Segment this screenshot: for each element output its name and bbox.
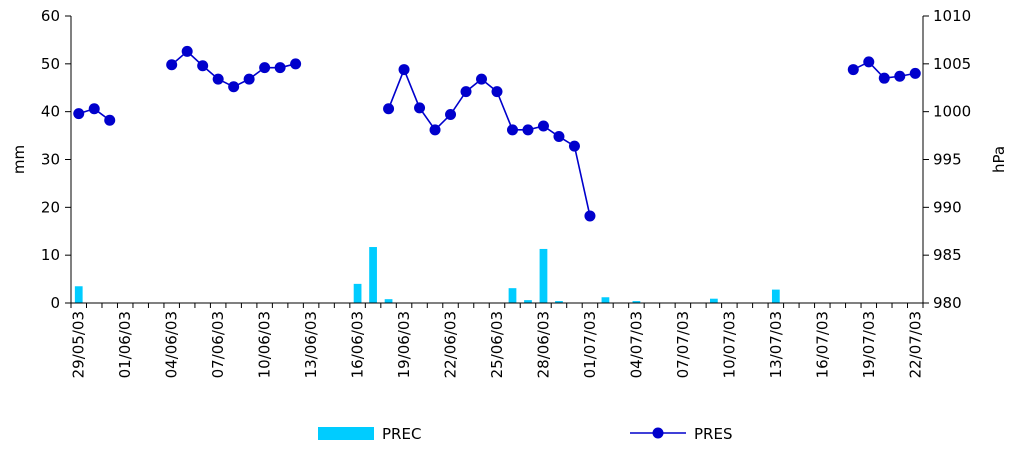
pres-point [909,67,921,79]
prec-bar [539,248,548,303]
pres-point [243,73,255,85]
x-tick-label: 29/05/03 [70,311,88,378]
pres-point [88,103,100,115]
pres-point [166,59,178,71]
left-tick-label: 50 [41,55,60,73]
pres-point [383,103,395,115]
right-tick-label: 1000 [933,103,971,121]
x-tick-label: 19/07/03 [860,311,878,378]
x-tick-label: 13/06/03 [302,311,320,378]
pres-point [429,124,441,136]
pres-point [259,62,271,74]
pres-line-segment [387,67,591,217]
right-tick-label: 1010 [933,7,971,25]
pres-point [537,120,549,132]
left-axis-ticks: 0 10 20 30 40 50 60 [41,7,71,312]
pres-point [445,109,457,121]
pres-point [290,58,302,70]
pres-point [73,108,85,120]
pres-point [522,124,534,136]
pres-point [274,62,286,74]
legend-pres-label: PRES [694,425,732,443]
x-tick-label: 19/06/03 [395,311,413,378]
prec-bars [74,247,780,303]
x-tick-label: 07/07/03 [674,311,692,378]
axes-frame [70,16,924,304]
x-tick-label: 04/06/03 [163,311,181,378]
x-tick-label: 13/07/03 [767,311,785,378]
pres-point [584,210,596,222]
pres-point [568,140,580,152]
pres-point [460,86,472,98]
right-tick-label: 990 [933,198,962,216]
pres-point [228,81,240,93]
legend-pres-marker [652,427,664,439]
pres-point [491,86,503,98]
left-tick-label: 20 [41,198,60,216]
x-axis-ticks: 29/05/03 01/06/03 04/06/03 07/06/03 10/06/03… [70,303,924,378]
right-tick-label: 995 [933,151,962,169]
x-tick-label: 07/06/03 [209,311,227,378]
right-tick-label: 985 [933,246,962,264]
left-tick-label: 30 [41,151,60,169]
right-tick-label: 980 [933,294,962,312]
prec-bar [524,300,532,303]
prec-bar [384,299,393,303]
pres-point [104,114,116,126]
prec-bar [353,283,362,303]
prec-bar [555,301,563,303]
legend-prec-label: PREC [382,425,421,443]
pres-point [197,60,209,72]
x-tick-label: 10/07/03 [720,311,738,378]
x-tick-label: 01/06/03 [116,311,134,378]
pres-point [212,73,224,85]
prec-bar [601,297,610,303]
x-tick-label: 10/06/03 [256,311,274,378]
pres-point [414,102,426,114]
pres-point [878,72,890,84]
prec-bar [74,286,83,303]
x-tick-label: 25/06/03 [488,311,506,378]
x-tick-label: 16/07/03 [813,311,831,378]
x-tick-label: 22/07/03 [906,311,924,378]
prec-bar [632,301,641,303]
left-tick-label: 0 [50,294,60,312]
pres-line-series [73,45,921,222]
pres-point [847,64,859,76]
pres-point [553,131,565,143]
right-axis-ticks: 980 985 990 995 1000 1005 1010 [923,7,971,312]
left-axis-label: mm [10,145,28,174]
left-tick-label: 40 [41,103,60,121]
left-tick-label: 10 [41,246,60,264]
prec-bar [710,298,718,303]
x-tick-label: 01/07/03 [581,311,599,378]
legend: PREC PRES [318,425,732,443]
x-tick-label: 22/06/03 [442,311,460,378]
x-tick-label: 04/07/03 [627,311,645,378]
pres-point [863,56,875,68]
left-tick-label: 60 [41,7,60,25]
prec-bar [771,289,780,303]
pres-point [506,124,518,136]
right-tick-label: 1005 [933,55,971,73]
x-tick-label: 28/06/03 [534,311,552,378]
prec-bar [508,288,517,303]
pres-point [398,64,410,76]
pres-point [476,73,488,85]
legend-prec-swatch [318,427,374,440]
x-tick-label: 16/06/03 [349,311,367,378]
pres-point [894,70,906,82]
right-axis-label: hPa [990,146,1008,173]
prec-bar [369,247,377,303]
pres-point [181,45,193,57]
